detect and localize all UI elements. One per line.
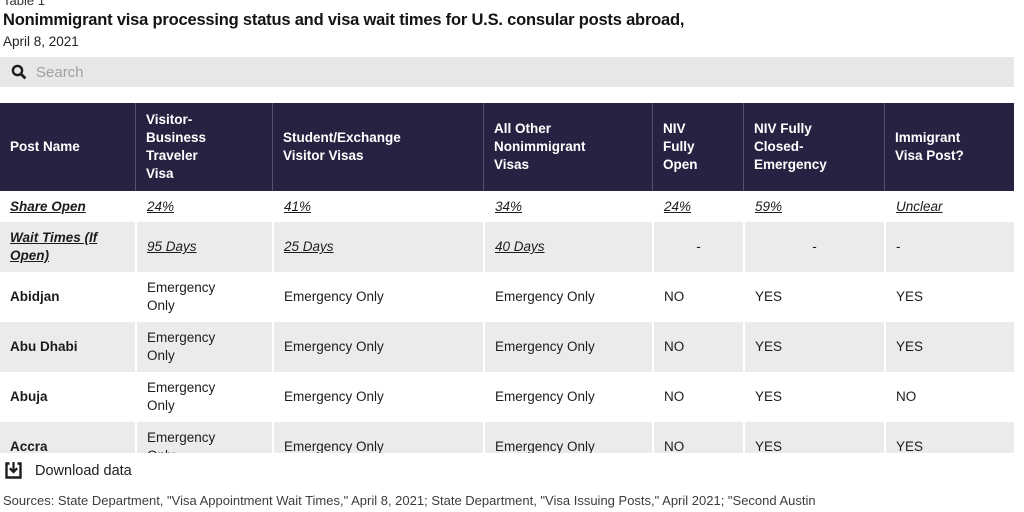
cell: YES [884, 322, 1014, 372]
cell: Emergency Only [483, 372, 652, 422]
column-header-niv-fully-open: NIV Fully Open [652, 103, 743, 191]
sources-note: Sources: State Department, "Visa Appoint… [3, 493, 816, 508]
table-row: Abuja Emergency Only Emergency Only Emer… [0, 372, 1014, 422]
post-name-cell: Accra [0, 422, 135, 453]
cell: NO [652, 372, 743, 422]
column-header-student-exchange: Student/Exchange Visitor Visas [272, 103, 483, 191]
cell: 25 Days [272, 222, 483, 272]
download-label: Download data [35, 462, 132, 479]
cell: 24% [652, 191, 743, 222]
column-header-all-other-niv: All Other Nonimmigrant Visas [483, 103, 652, 191]
cell: YES [884, 272, 1014, 322]
table-row: Accra Emergency Only Emergency Only Emer… [0, 422, 1014, 453]
cell: 34% [483, 191, 652, 222]
cell: Emergency Only [272, 422, 483, 453]
summary-row-share-open: Share Open 24% 41% 34% 24% 59% Unclear [0, 191, 1014, 222]
row-label: Wait Times (If Open) [0, 222, 135, 272]
download-icon [5, 462, 22, 479]
cell: YES [743, 422, 884, 453]
cell: Unclear [884, 191, 1014, 222]
cell: Emergency Only [135, 372, 272, 422]
cell: NO [652, 422, 743, 453]
table-row: Abidjan Emergency Only Emergency Only Em… [0, 272, 1014, 322]
cell: Emergency Only [135, 422, 272, 453]
page-title: Nonimmigrant visa processing status and … [3, 11, 685, 29]
summary-row-wait-times: Wait Times (If Open) 95 Days 25 Days 40 … [0, 222, 1014, 272]
cell: - [884, 222, 1014, 272]
cell: NO [884, 372, 1014, 422]
column-header-niv-fully-closed: NIV Fully Closed-Emergency [743, 103, 884, 191]
column-header-post-name: Post Name [0, 103, 135, 191]
cell: 41% [272, 191, 483, 222]
search-bar [0, 57, 1014, 87]
row-label: Share Open [0, 191, 135, 222]
download-data-button[interactable]: Download data [3, 460, 132, 481]
post-name-cell: Abuja [0, 372, 135, 422]
column-header-visitor-business: Visitor-Business Traveler Visa [135, 103, 272, 191]
post-name-cell: Abidjan [0, 272, 135, 322]
cell: Emergency Only [272, 272, 483, 322]
cell: 24% [135, 191, 272, 222]
cell: 59% [743, 191, 884, 222]
header-row: Post Name Visitor-Business Traveler Visa… [0, 103, 1014, 191]
cell: Emergency Only [135, 322, 272, 372]
cell: YES [743, 372, 884, 422]
cell: Emergency Only [272, 322, 483, 372]
table-row: Abu Dhabi Emergency Only Emergency Only … [0, 322, 1014, 372]
cell: 95 Days [135, 222, 272, 272]
cell: NO [652, 272, 743, 322]
search-icon [11, 64, 27, 80]
search-input[interactable] [0, 57, 1014, 87]
cell: Emergency Only [483, 322, 652, 372]
subtitle-date: April 8, 2021 [3, 34, 79, 49]
post-name-cell: Abu Dhabi [0, 322, 135, 372]
column-header-immigrant-visa-post: Immigrant Visa Post? [884, 103, 1014, 191]
cell: YES [743, 272, 884, 322]
cell: - [743, 222, 884, 272]
cell: Emergency Only [483, 422, 652, 453]
cell: YES [743, 322, 884, 372]
cell: YES [884, 422, 1014, 453]
cell: - [652, 222, 743, 272]
table-number-label: Table 1 [3, 0, 45, 8]
cell: 40 Days [483, 222, 652, 272]
visa-status-table: Post Name Visitor-Business Traveler Visa… [0, 103, 1014, 453]
cell: Emergency Only [135, 272, 272, 322]
cell: NO [652, 322, 743, 372]
cell: Emergency Only [272, 372, 483, 422]
table-scroll-area[interactable]: Post Name Visitor-Business Traveler Visa… [0, 103, 1014, 453]
cell: Emergency Only [483, 272, 652, 322]
